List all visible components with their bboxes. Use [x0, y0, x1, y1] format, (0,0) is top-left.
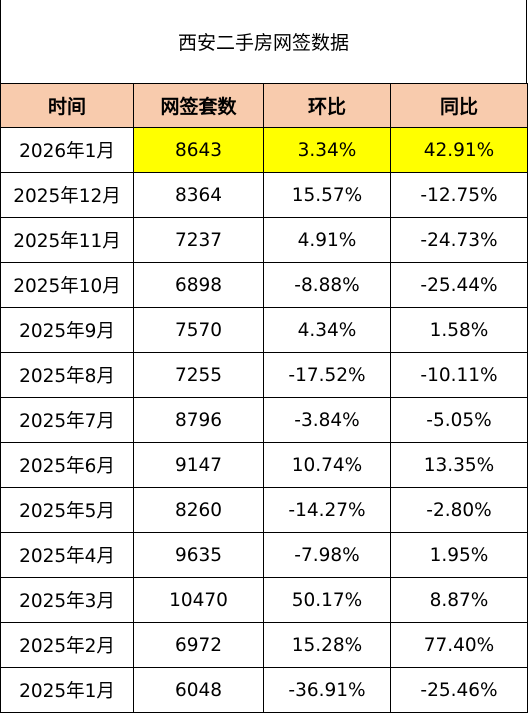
cell-count: 8643	[133, 127, 264, 173]
cell-time: 2025年3月	[0, 577, 134, 623]
cell-count: 8364	[133, 172, 264, 218]
cell-yoy: -5.05%	[390, 397, 528, 443]
table-row: 2025年7月 8796 -3.84% -5.05%	[0, 397, 528, 443]
column-header-time: 时间	[0, 83, 134, 128]
cell-count: 8796	[133, 397, 264, 443]
cell-mom: -3.84%	[263, 397, 391, 443]
cell-yoy: 1.58%	[390, 307, 528, 353]
cell-time: 2025年12月	[0, 172, 134, 218]
column-header-count: 网签套数	[133, 83, 264, 128]
table-row: 2025年4月 9635 -7.98% 1.95%	[0, 532, 528, 578]
cell-time: 2026年1月	[0, 127, 134, 173]
column-header-mom: 环比	[263, 83, 391, 128]
cell-time: 2025年4月	[0, 532, 134, 578]
table-body: 2026年1月 8643 3.34% 42.91% 2025年12月 8364 15.57%…	[0, 127, 528, 713]
cell-count: 6972	[133, 622, 264, 668]
cell-time: 2025年2月	[0, 622, 134, 668]
header-row: 时间 网签套数 环比 同比	[0, 83, 528, 128]
cell-yoy: -2.80%	[390, 487, 528, 533]
cell-yoy: 13.35%	[390, 442, 528, 488]
table-row: 2025年3月 10470 50.17% 8.87%	[0, 577, 528, 623]
table-row: 2025年12月 8364 15.57% -12.75%	[0, 172, 528, 218]
table-title: 西安二手房网签数据	[0, 0, 527, 83]
cell-mom: 4.91%	[263, 217, 391, 263]
cell-count: 9635	[133, 532, 264, 578]
cell-yoy: -25.44%	[390, 262, 528, 308]
cell-count: 7570	[133, 307, 264, 353]
cell-yoy: 8.87%	[390, 577, 528, 623]
cell-yoy: -10.11%	[390, 352, 528, 398]
cell-mom: -8.88%	[263, 262, 391, 308]
cell-time: 2025年9月	[0, 307, 134, 353]
cell-yoy: -12.75%	[390, 172, 528, 218]
table-row: 2025年8月 7255 -17.52% -10.11%	[0, 352, 528, 398]
cell-count: 10470	[133, 577, 264, 623]
table-row: 2025年6月 9147 10.74% 13.35%	[0, 442, 528, 488]
cell-count: 7255	[133, 352, 264, 398]
cell-time: 2025年10月	[0, 262, 134, 308]
table-row: 2025年1月 6048 -36.91% -25.46%	[0, 667, 528, 713]
cell-count: 8260	[133, 487, 264, 533]
table-row: 2025年9月 7570 4.34% 1.58%	[0, 307, 528, 353]
cell-time: 2025年8月	[0, 352, 134, 398]
cell-mom: 3.34%	[263, 127, 391, 173]
cell-time: 2025年7月	[0, 397, 134, 443]
cell-count: 6898	[133, 262, 264, 308]
cell-yoy: 42.91%	[390, 127, 528, 173]
cell-time: 2025年1月	[0, 667, 134, 713]
cell-time: 2025年5月	[0, 487, 134, 533]
cell-mom: 10.74%	[263, 442, 391, 488]
cell-count: 9147	[133, 442, 264, 488]
cell-count: 6048	[133, 667, 264, 713]
data-table: 时间 网签套数 环比 同比 2026年1月 8643 3.34% 42.91% 2025…	[0, 83, 528, 713]
cell-yoy: -25.46%	[390, 667, 528, 713]
table-row: 2026年1月 8643 3.34% 42.91%	[0, 127, 528, 173]
cell-yoy: 1.95%	[390, 532, 528, 578]
cell-mom: 15.28%	[263, 622, 391, 668]
cell-yoy: 77.40%	[390, 622, 528, 668]
table-row: 2025年2月 6972 15.28% 77.40%	[0, 622, 528, 668]
cell-mom: -36.91%	[263, 667, 391, 713]
cell-count: 7237	[133, 217, 264, 263]
cell-mom: -7.98%	[263, 532, 391, 578]
table-row: 2025年10月 6898 -8.88% -25.44%	[0, 262, 528, 308]
cell-mom: -17.52%	[263, 352, 391, 398]
cell-mom: 4.34%	[263, 307, 391, 353]
column-header-yoy: 同比	[390, 83, 528, 128]
cell-mom: 50.17%	[263, 577, 391, 623]
cell-time: 2025年11月	[0, 217, 134, 263]
table-row: 2025年5月 8260 -14.27% -2.80%	[0, 487, 528, 533]
table-row: 2025年11月 7237 4.91% -24.73%	[0, 217, 528, 263]
cell-mom: 15.57%	[263, 172, 391, 218]
cell-yoy: -24.73%	[390, 217, 528, 263]
cell-mom: -14.27%	[263, 487, 391, 533]
cell-time: 2025年6月	[0, 442, 134, 488]
